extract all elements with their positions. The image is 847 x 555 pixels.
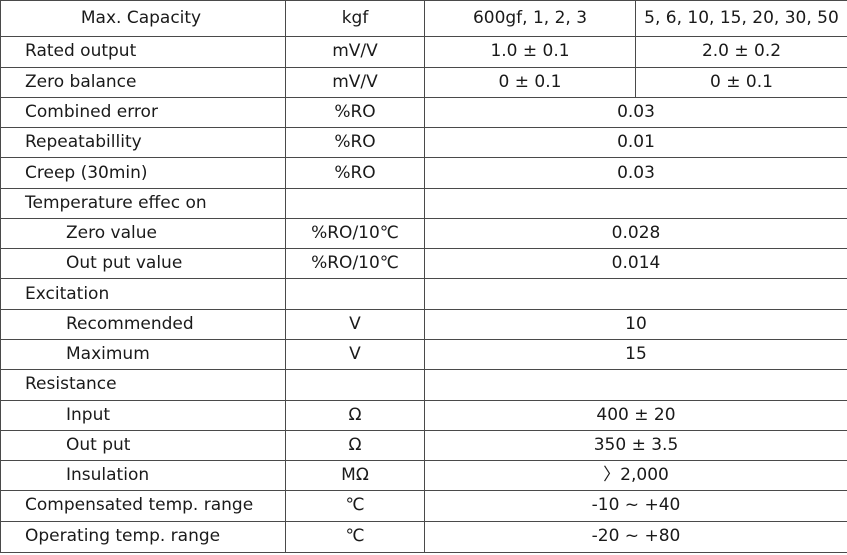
table-row: Repeatabillity %RO 0.01 bbox=[0, 127, 847, 159]
row-label: Resistance bbox=[0, 369, 286, 401]
row-value bbox=[424, 369, 847, 401]
row-label: Input bbox=[0, 399, 286, 431]
row-value: 350 ± 3.5 bbox=[424, 429, 847, 462]
row-unit: Ω bbox=[285, 399, 425, 431]
row-value: 0.03 bbox=[424, 96, 847, 129]
row-unit: %RO bbox=[285, 96, 425, 129]
row-value: 0.03 bbox=[424, 157, 847, 189]
row-value: 0.01 bbox=[424, 127, 847, 159]
table-row: Insulation MΩ 〉2,000 bbox=[0, 460, 847, 492]
row-value bbox=[424, 187, 847, 219]
row-label: Maximum bbox=[0, 338, 286, 371]
row-value: 0.014 bbox=[424, 248, 847, 280]
row-unit: %RO bbox=[285, 157, 425, 189]
row-unit bbox=[285, 369, 425, 401]
row-value: -10 ~ +40 bbox=[424, 490, 847, 522]
table-row: Compensated temp. range ℃ -10 ~ +40 bbox=[0, 490, 847, 522]
row-unit bbox=[285, 187, 425, 219]
row-label: Operating temp. range bbox=[0, 520, 286, 554]
header-unit: kgf bbox=[285, 0, 425, 38]
row-value: 0.028 bbox=[424, 217, 847, 250]
row-label: Excitation bbox=[0, 278, 286, 310]
table-row: Resistance bbox=[0, 369, 847, 401]
row-label: Temperature effec on bbox=[0, 187, 286, 219]
row-unit: ℃ bbox=[285, 520, 425, 554]
row-value bbox=[424, 278, 847, 310]
table-row: Zero value %RO/10℃ 0.028 bbox=[0, 217, 847, 250]
row-value-a: 0 ± 0.1 bbox=[424, 66, 636, 98]
row-unit bbox=[285, 278, 425, 310]
row-value-b: 0 ± 0.1 bbox=[635, 66, 847, 98]
table-row: Recommended V 10 bbox=[0, 308, 847, 340]
table-row: Operating temp. range ℃ -20 ~ +80 bbox=[0, 520, 847, 554]
row-unit: MΩ bbox=[285, 460, 425, 492]
row-value-a: 1.0 ± 0.1 bbox=[424, 36, 636, 68]
row-unit: Ω bbox=[285, 429, 425, 462]
row-label: Zero balance bbox=[0, 66, 286, 98]
row-value: 400 ± 20 bbox=[424, 399, 847, 431]
table-row: Input Ω 400 ± 20 bbox=[0, 399, 847, 431]
row-label: Insulation bbox=[0, 460, 286, 492]
row-unit: %RO/10℃ bbox=[285, 217, 425, 250]
row-value-b: 2.0 ± 0.2 bbox=[635, 36, 847, 68]
table-row: Combined error %RO 0.03 bbox=[0, 96, 847, 129]
row-label: Zero value bbox=[0, 217, 286, 250]
row-label: Out put bbox=[0, 429, 286, 462]
row-value: 10 bbox=[424, 308, 847, 340]
row-unit: V bbox=[285, 308, 425, 340]
row-unit: mV/V bbox=[285, 36, 425, 68]
header-range-b: 5, 6, 10, 15, 20, 30, 50 bbox=[635, 0, 847, 38]
row-unit: %RO bbox=[285, 127, 425, 159]
row-unit: ℃ bbox=[285, 490, 425, 522]
table-row: Maximum V 15 bbox=[0, 338, 847, 371]
row-label: Rated output bbox=[0, 36, 286, 68]
row-value: -20 ~ +80 bbox=[424, 520, 847, 554]
row-label: Creep (30min) bbox=[0, 157, 286, 189]
table-row: Excitation bbox=[0, 278, 847, 310]
row-value: 15 bbox=[424, 338, 847, 371]
row-label: Recommended bbox=[0, 308, 286, 340]
table-row: Temperature effec on bbox=[0, 187, 847, 219]
table-row: Creep (30min) %RO 0.03 bbox=[0, 157, 847, 189]
row-unit: V bbox=[285, 338, 425, 371]
table-row: Out put value %RO/10℃ 0.014 bbox=[0, 248, 847, 280]
table-row: Zero balance mV/V 0 ± 0.1 0 ± 0.1 bbox=[0, 66, 847, 98]
header-parameter: Max. Capacity bbox=[0, 0, 286, 38]
row-label: Out put value bbox=[0, 248, 286, 280]
table-row: Out put Ω 350 ± 3.5 bbox=[0, 429, 847, 462]
header-range-a: 600gf, 1, 2, 3 bbox=[424, 0, 636, 38]
row-unit: %RO/10℃ bbox=[285, 248, 425, 280]
table-row: Rated output mV/V 1.0 ± 0.1 2.0 ± 0.2 bbox=[0, 36, 847, 68]
header-row: Max. Capacity kgf 600gf, 1, 2, 3 5, 6, 1… bbox=[0, 0, 847, 38]
row-value: 〉2,000 bbox=[424, 460, 847, 492]
row-label: Compensated temp. range bbox=[0, 490, 286, 522]
row-label: Repeatabillity bbox=[0, 127, 286, 159]
row-label: Combined error bbox=[0, 96, 286, 129]
row-unit: mV/V bbox=[285, 66, 425, 98]
